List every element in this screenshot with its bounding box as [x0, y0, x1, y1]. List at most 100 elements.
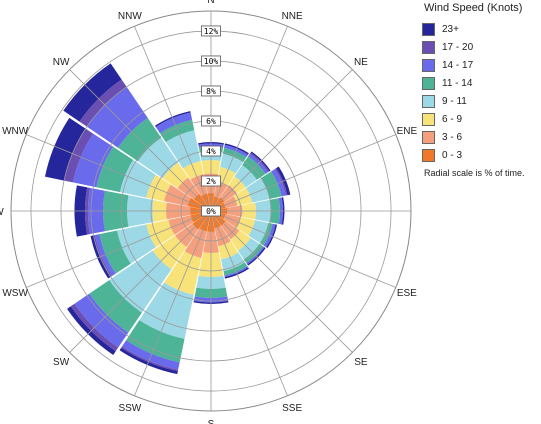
radial-tick-labels: 0% 2% 4% 6% 8% 10% 12% [201, 25, 221, 217]
grid-spoke [26, 134, 212, 212]
wind-bar-segment [261, 171, 282, 199]
wind-bar-segment [233, 187, 253, 206]
grid-spoke [210, 210, 353, 353]
wind-bar-segment [72, 133, 114, 188]
direction-label: SW [53, 357, 70, 368]
direction-labels: NNNENEENEEESESESSESSSWSWWSWWWNWNWNNW [0, 0, 420, 424]
wind-bar-segment [184, 228, 207, 259]
grid-spoke [210, 210, 396, 288]
radial-tick-label: 0% [206, 207, 216, 216]
legend-label: 0 - 3 [442, 149, 463, 161]
wind-bar-segment [155, 112, 193, 134]
wind-bar-segment [250, 151, 271, 172]
legend: Wind Speed (Knots) 23+ 17 - 20 14 - 17 11 -… [422, 2, 540, 178]
grid-spoke [210, 69, 353, 212]
legend-title: Wind Speed (Knots) [424, 2, 523, 14]
wind-bar-segment [248, 220, 269, 244]
legend-label: 11 - 14 [442, 77, 473, 89]
radial-tick-label: 6% [206, 117, 216, 126]
wind-bar-segment [96, 146, 134, 193]
legend-swatch [422, 148, 435, 162]
wind-bar-segment [116, 224, 156, 264]
legend-swatch [422, 112, 435, 126]
legend-swatch [422, 22, 435, 36]
radial-tick-box [201, 145, 221, 157]
wind-bar-segment [214, 226, 231, 247]
wind-bar-segment [224, 267, 249, 279]
grid-spoke [134, 210, 212, 396]
wind-bar-segment [44, 117, 86, 181]
wind-bar-segment [99, 230, 131, 274]
wind-bar-segment [218, 241, 239, 260]
direction-label: S [208, 419, 215, 424]
legend-swatch [422, 40, 435, 54]
wind-bar-segment [223, 214, 241, 228]
wind-bar-segment [224, 143, 249, 155]
radial-tick-label: 2% [206, 177, 216, 186]
legend-note: Radial scale is % of time. [424, 168, 525, 178]
legend-item: 6 - 9 [422, 110, 540, 128]
wind-bar-segment [246, 178, 270, 203]
wind-bar-segment [93, 235, 112, 277]
legend-label: 17 - 20 [442, 41, 474, 53]
legend-item: 14 - 17 [422, 56, 540, 74]
wind-bar-segment [223, 196, 238, 208]
wind-bar-segment [90, 235, 111, 279]
wind-bar-segment [247, 247, 266, 266]
wind-bar-segment [163, 184, 191, 207]
legend-label: 3 - 6 [442, 131, 463, 143]
legend-swatch [422, 130, 435, 144]
legend-label: 6 - 9 [442, 113, 463, 125]
legend-item: 3 - 6 [422, 128, 540, 146]
wind-bar-segment [193, 300, 229, 305]
wind-bar-segment [224, 266, 249, 278]
grid-spoke [210, 26, 288, 212]
wind-bar-segment [274, 168, 288, 196]
wind-bar-segment [146, 219, 175, 248]
wind-bar-segment [182, 161, 204, 180]
wind-bar-segment [246, 246, 265, 265]
radial-tick-box [201, 25, 221, 37]
wind-bar-segment [70, 303, 119, 352]
wind-bar-segment [119, 347, 178, 375]
wind-bars [44, 63, 291, 375]
wind-bar-segment [164, 251, 202, 295]
wind-rose-chart: 0%2%4%6%8%10%12%NNNENEENEEESESESSESSSWSW… [0, 0, 420, 424]
direction-label: WSW [2, 288, 28, 299]
wind-bar-segment [67, 306, 116, 355]
grid-spoke [210, 210, 288, 396]
legend-swatch [422, 94, 435, 108]
wind-bar-segment [121, 346, 179, 372]
radial-tick-label: 12% [204, 27, 219, 36]
radial-tick-box [201, 205, 221, 217]
legend-items: 23+ 17 - 20 14 - 17 11 - 14 9 - 11 6 - 9 3 - 6… [422, 20, 540, 164]
legend-item: 23+ [422, 20, 540, 38]
wind-bar-segment [159, 119, 195, 143]
direction-label: NNE [282, 11, 303, 22]
direction-label: ESE [397, 288, 417, 299]
direction-label: W [0, 207, 4, 218]
direction-label: N [207, 0, 214, 6]
wind-bar-segment [154, 111, 191, 127]
radial-tick-box [201, 55, 221, 67]
legend-item: 17 - 20 [422, 38, 540, 56]
grid-spoke [69, 210, 212, 353]
direction-label: SSE [282, 403, 302, 414]
wind-bar-segment [126, 320, 185, 363]
legend-item: 0 - 3 [422, 146, 540, 164]
direction-label: SSW [118, 403, 141, 414]
wind-bar-segment [139, 282, 194, 339]
legend-item: 11 - 14 [422, 74, 540, 92]
legend-swatch [422, 58, 435, 72]
wind-bar-segment [119, 159, 156, 198]
wind-bar-segment [249, 152, 270, 173]
radial-tick-box [201, 85, 221, 97]
wind-bar-segment [220, 153, 244, 174]
direction-label: NNW [118, 11, 142, 22]
direction-label: WNW [2, 126, 29, 137]
legend-item: 9 - 11 [422, 92, 540, 110]
wind-bar-segment [146, 174, 171, 202]
grid-spoke [134, 26, 212, 212]
radial-tick-label: 10% [204, 57, 219, 66]
legend-label: 23+ [442, 23, 459, 35]
